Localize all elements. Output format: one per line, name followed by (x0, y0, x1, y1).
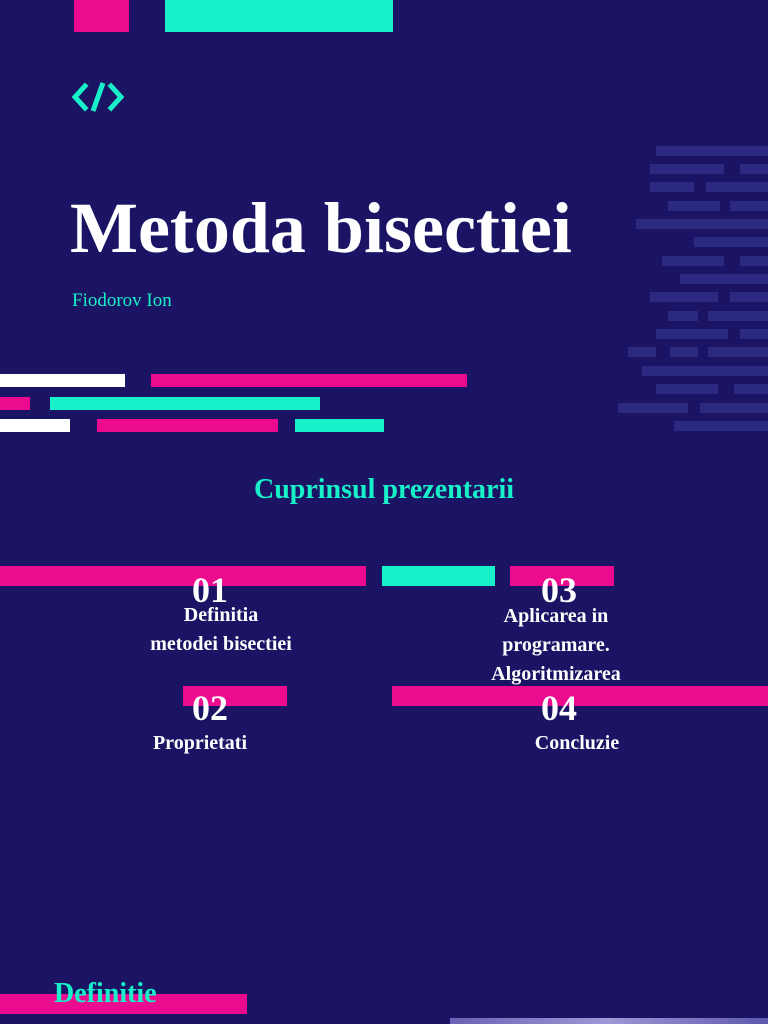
author-name: Fiodorov Ion (72, 290, 172, 311)
toc-bar-pink-3 (183, 686, 287, 706)
toc-item-4-label: Concluzie (534, 732, 620, 754)
toc-item-1-number: 01 (192, 570, 228, 610)
section-bar-pink (0, 994, 247, 1014)
next-slide-image-edge (450, 1018, 768, 1024)
deco-bar-teal-2 (295, 419, 384, 432)
deco-bar-white-2 (0, 419, 70, 432)
toc-bar-teal (382, 566, 495, 586)
toc-bar-pink-2 (510, 566, 614, 586)
deco-bar-teal-1 (50, 397, 320, 410)
top-teal-bar (165, 0, 393, 32)
deco-bar-white-1 (0, 374, 125, 387)
toc-item-1-label: Definitia metodei bisectiei (150, 604, 292, 655)
toc-item-3-label: Aplicarea in programare. Algoritmizarea (491, 605, 621, 685)
toc-heading: Cuprinsul prezentarii (253, 474, 515, 505)
slide-title: Metoda bisectiei (70, 188, 572, 268)
toc-item-2-label: Proprietati (152, 732, 248, 754)
deco-bar-pink-3 (97, 419, 278, 432)
section-title: Definitie (54, 978, 157, 1009)
top-pink-bar (74, 0, 129, 32)
toc-bar-pink-4 (392, 686, 768, 706)
toc-item-3-number: 03 (541, 570, 577, 610)
deco-bar-pink-1 (151, 374, 467, 387)
toc-item-4-number: 04 (541, 688, 577, 728)
deco-bar-pink-2 (0, 397, 30, 410)
toc-item-2-number: 02 (192, 688, 228, 728)
toc-bar-pink-1 (0, 566, 366, 586)
code-brackets-icon (72, 82, 124, 112)
